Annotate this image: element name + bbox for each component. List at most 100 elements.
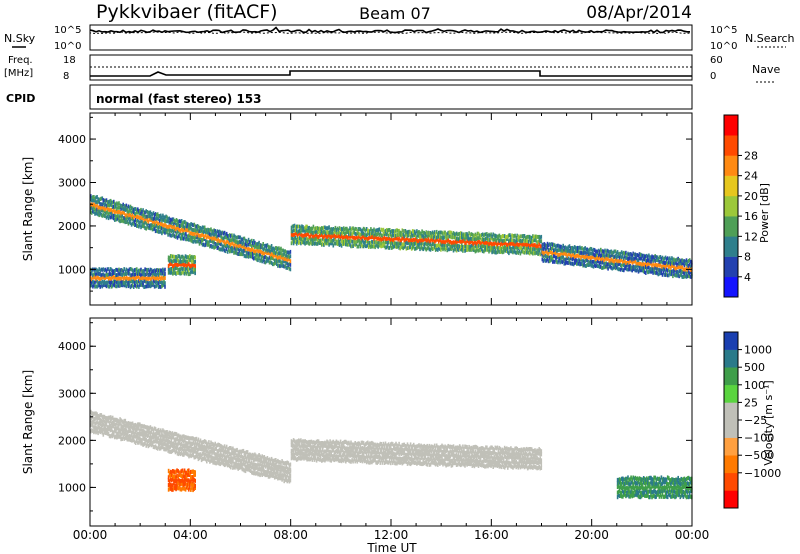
echo-cell: [203, 439, 206, 444]
echo-cell: [340, 442, 343, 447]
echo-cell: [439, 238, 441, 242]
echo-cell: [107, 207, 110, 212]
echo-cell: [496, 234, 499, 239]
power-ylabel: Slant Range [km]: [21, 157, 35, 261]
echo-cell: [317, 240, 320, 245]
echo-cell: [180, 271, 183, 276]
echo-cell: [230, 248, 232, 253]
echo-cell: [252, 462, 254, 467]
echo-cell: [259, 457, 261, 462]
echo-cell: [262, 255, 264, 260]
echo-cell: [140, 437, 142, 442]
echo-cell: [187, 441, 189, 446]
echo-cell: [93, 210, 95, 214]
echo-cell: [137, 440, 139, 445]
echo-cell: [359, 235, 362, 240]
echo-cell: [265, 259, 268, 264]
echo-cell: [108, 424, 111, 429]
echo-cell: [164, 439, 166, 444]
echo-cell: [127, 421, 130, 426]
echo-cell: [225, 247, 228, 251]
echo-cell: [399, 238, 401, 243]
echo-cell: [409, 245, 412, 250]
echo-cell: [446, 243, 448, 248]
echo-cell: [278, 464, 280, 469]
echo-cell: [362, 244, 365, 249]
echo-cell: [380, 233, 383, 238]
echo-cell: [393, 229, 395, 234]
echo-cell: [337, 233, 340, 238]
echo-cell: [345, 459, 347, 464]
echo-cell: [568, 252, 571, 257]
echo-cell: [579, 253, 581, 258]
echo-cell: [170, 439, 173, 444]
echo-cell: [380, 450, 383, 455]
echo-cell: [90, 272, 92, 276]
echo-cell: [263, 472, 266, 477]
echo-cell: [150, 223, 153, 227]
echo-cell: [179, 236, 182, 241]
echo-cell: [293, 223, 296, 228]
echo-cell: [181, 262, 184, 267]
echo-cell: [342, 230, 345, 235]
echo-cell: [326, 448, 328, 453]
echo-cell: [608, 250, 610, 255]
echo-cell: [207, 240, 209, 245]
echo-cell: [373, 449, 375, 454]
echo-cell: [232, 446, 234, 451]
echo-cell: [223, 230, 226, 235]
echo-cell: [344, 439, 346, 444]
echo-cell: [392, 241, 394, 246]
echo-cell: [477, 243, 480, 248]
echo-cell: [495, 245, 498, 249]
echo-cell: [559, 247, 561, 252]
echo-cell: [508, 241, 510, 246]
echo-cell: [331, 444, 333, 449]
echo-cell: [567, 252, 570, 256]
freq-tick-bottom: 8: [63, 71, 69, 82]
echo-cell: [284, 259, 286, 264]
echo-cell: [159, 218, 161, 223]
echo-cell: [329, 458, 331, 463]
echo-cell: [655, 270, 657, 275]
echo-cell: [161, 268, 163, 273]
echo-cell: [656, 271, 659, 276]
echo-cell: [95, 415, 97, 420]
echo-cell: [242, 455, 245, 461]
echo-cell: [102, 213, 105, 217]
echo-cell: [117, 202, 119, 207]
echo-cell: [193, 445, 196, 450]
echo-cell: [488, 238, 490, 243]
echo-cell: [155, 213, 158, 217]
echo-cell: [572, 246, 575, 251]
echo-cell: [242, 251, 245, 256]
echo-cell: [131, 421, 134, 426]
echo-cell: [111, 272, 114, 276]
echo-cell: [408, 456, 411, 461]
echo-cell: [191, 446, 193, 452]
echo-cell: [624, 266, 626, 271]
echo-cell: [543, 257, 546, 262]
echo-cell: [582, 248, 584, 252]
echo-cell: [554, 248, 556, 253]
echo-cell: [500, 237, 503, 242]
echo-cell: [288, 250, 291, 255]
echo-cell: [232, 248, 234, 253]
echo-cell: [385, 459, 388, 464]
echo-cell: [113, 208, 115, 213]
echo-cell: [102, 432, 105, 437]
echo-cell: [562, 243, 564, 248]
echo-cell: [234, 234, 236, 239]
echo-cell: [515, 245, 517, 250]
echo-cell: [95, 204, 97, 209]
echo-cell: [383, 446, 386, 451]
echo-cell: [110, 280, 113, 285]
echo-cell: [279, 255, 281, 260]
echo-cell: [600, 256, 602, 261]
echo-cell: [179, 271, 182, 276]
echo-cell: [256, 457, 258, 462]
echo-cell: [229, 233, 231, 238]
echo-cell: [420, 238, 422, 243]
echo-cell: [368, 449, 370, 454]
echo-cell: [370, 227, 372, 231]
